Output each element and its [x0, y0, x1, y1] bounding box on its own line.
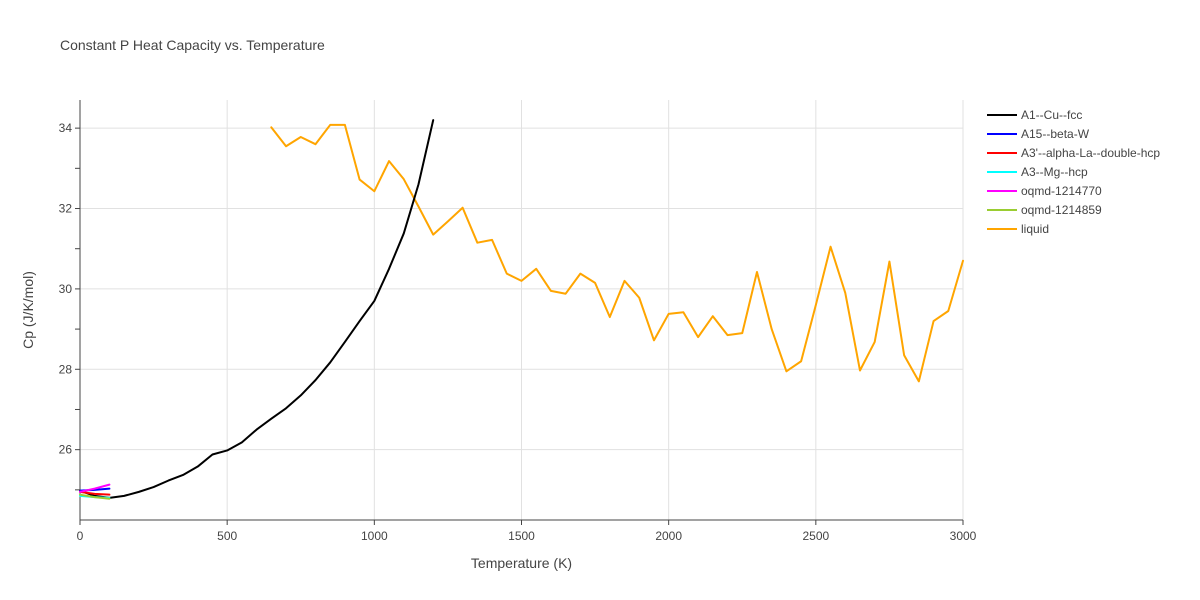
legend-item-a15-beta-w[interactable]: A15--beta-W: [987, 127, 1090, 141]
legend-label: liquid: [1021, 222, 1049, 236]
legend-label: A1--Cu--fcc: [1021, 108, 1082, 122]
x-tick-label: 2500: [802, 529, 829, 543]
x-tick-label: 3000: [950, 529, 977, 543]
legend-item-a1-cu-fcc[interactable]: A1--Cu--fcc: [987, 108, 1082, 122]
x-tick-label: 500: [217, 529, 237, 543]
y-tick-label: 34: [59, 121, 73, 135]
legend: A1--Cu--fcc A15--beta-W A3'--alpha-La--dou…: [987, 108, 1160, 236]
x-axis-title: Temperature (K): [471, 555, 572, 571]
y-tick-label: 28: [59, 362, 73, 376]
legend-item-oqmd-1214859[interactable]: oqmd-1214859: [987, 203, 1102, 217]
tick-labels: 0 500 1000 1500 2000 2500 3000 26 28 30 32 34: [59, 121, 977, 543]
legend-item-oqmd-1214770[interactable]: oqmd-1214770: [987, 184, 1102, 198]
legend-item-a3-mg-hcp[interactable]: A3--Mg--hcp: [987, 165, 1088, 179]
series-line-a1-cu-fcc: [79, 119, 435, 499]
legend-label: A15--beta-W: [1021, 127, 1090, 141]
y-tick-label: 32: [59, 202, 73, 216]
series-lines: [79, 119, 964, 500]
legend-label: oqmd-1214859: [1021, 203, 1102, 217]
grid: [80, 100, 964, 520]
legend-label: oqmd-1214770: [1021, 184, 1102, 198]
legend-item-liquid[interactable]: liquid: [987, 222, 1049, 236]
series-line-oqmd-1214859: [79, 493, 111, 500]
legend-label: A3'--alpha-La--double-hcp: [1021, 146, 1160, 160]
series-line-liquid: [270, 123, 964, 383]
legend-item-a3-alpha-la-double-hcp[interactable]: A3'--alpha-La--double-hcp: [987, 146, 1160, 160]
y-axis-title: Cp (J/K/mol): [20, 271, 36, 349]
series-line-oqmd-1214770: [79, 483, 111, 493]
y-tick-label: 26: [59, 443, 73, 457]
legend-label: A3--Mg--hcp: [1021, 165, 1088, 179]
x-tick-label: 2000: [655, 529, 682, 543]
x-tick-label: 1500: [508, 529, 535, 543]
series-line-a3-alpha-la-double-hcp: [79, 490, 111, 496]
x-tick-label: 1000: [361, 529, 388, 543]
y-tick-label: 30: [59, 282, 73, 296]
x-tick-label: 0: [77, 529, 84, 543]
chart-title: Constant P Heat Capacity vs. Temperature: [60, 37, 325, 53]
